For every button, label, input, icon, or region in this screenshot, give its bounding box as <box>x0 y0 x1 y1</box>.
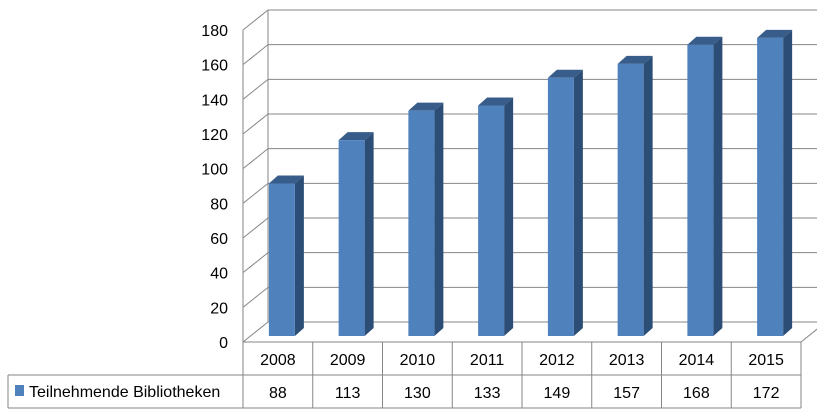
gridline-diagonal <box>242 182 269 204</box>
bar-2008 <box>268 175 304 336</box>
legend-label: Teilnehmende Bibliotheken <box>29 384 220 401</box>
gridline-diagonal <box>242 113 269 135</box>
y-axis-ticks: 0 20 40 60 80 100 120 140 160 180 <box>201 23 228 352</box>
data-value-label: 157 <box>613 385 640 402</box>
data-value-label: 168 <box>683 385 710 402</box>
bars <box>268 29 793 337</box>
bar-side <box>713 36 723 337</box>
bar-2013 <box>617 55 653 336</box>
y-tick-label: 20 <box>210 300 228 317</box>
bar-side <box>294 175 304 336</box>
x-tick-label: 2011 <box>470 352 505 369</box>
gridline-diagonal <box>242 78 269 100</box>
data-value-label: 149 <box>544 385 571 402</box>
legend-key <box>15 385 24 396</box>
gridline-diagonal <box>242 9 269 31</box>
y-tick-label: 180 <box>201 23 228 40</box>
x-tick-label: 2009 <box>330 352 366 369</box>
bar-2015 <box>757 29 793 336</box>
x-tick-label: 2015 <box>748 352 784 369</box>
y-tick-label: 40 <box>210 266 228 283</box>
bar-front <box>268 183 295 336</box>
bar-2012 <box>547 69 583 336</box>
bar-side <box>783 29 793 336</box>
gridline-diagonal <box>242 252 269 274</box>
y-tick-label: 160 <box>201 58 228 75</box>
bar-side <box>364 132 374 336</box>
bar-front <box>478 105 505 336</box>
bar-top <box>617 55 653 64</box>
bar-side <box>643 55 653 336</box>
bar-front <box>547 77 574 336</box>
data-value-label: 172 <box>753 385 780 402</box>
gridline-diagonal <box>242 44 269 66</box>
bar-2010 <box>408 102 444 337</box>
floor-right-edge <box>800 328 817 343</box>
x-tick-label: 2008 <box>260 352 296 369</box>
bar-top <box>687 36 723 45</box>
gridlines <box>242 9 817 343</box>
bar-side <box>504 97 514 336</box>
bar-top <box>547 69 583 78</box>
bar-front <box>687 44 714 337</box>
y-tick-label: 80 <box>210 196 228 213</box>
bar-2011 <box>478 97 514 336</box>
data-table: 2008 2009 2010 2011 2012 2013 2014 2015 88 113 130… <box>7 341 802 409</box>
x-tick-label: 2012 <box>539 352 575 369</box>
bar-top <box>408 102 444 111</box>
y-tick-label: 100 <box>201 162 228 179</box>
bar-front <box>338 140 365 336</box>
data-value-label: 113 <box>335 385 361 402</box>
gridline-diagonal <box>242 217 269 239</box>
data-value-label: 133 <box>474 385 501 402</box>
bar-top <box>757 29 793 38</box>
bar-side <box>434 102 444 337</box>
bar-side <box>573 69 583 336</box>
bar-2009 <box>338 132 374 336</box>
x-tick-label: 2013 <box>609 352 645 369</box>
bar-front <box>408 110 435 337</box>
bar-front <box>757 37 784 336</box>
bar-top <box>338 132 374 141</box>
x-tick-label: 2010 <box>400 352 436 369</box>
bar-top <box>268 175 304 184</box>
x-tick-label: 2014 <box>679 352 715 369</box>
bar-2014 <box>687 36 723 337</box>
bar-top <box>478 97 514 106</box>
gridline-diagonal <box>242 286 269 308</box>
gridline-diagonal <box>242 148 269 170</box>
gridline-diagonal <box>242 321 269 343</box>
data-value-label: 130 <box>404 385 431 402</box>
y-tick-label: 120 <box>201 127 228 144</box>
y-tick-label: 60 <box>210 231 228 248</box>
y-tick-label: 140 <box>201 92 228 109</box>
bar-front <box>617 63 644 336</box>
y-tick-label: 0 <box>219 335 228 352</box>
data-value-label: 88 <box>269 385 287 402</box>
